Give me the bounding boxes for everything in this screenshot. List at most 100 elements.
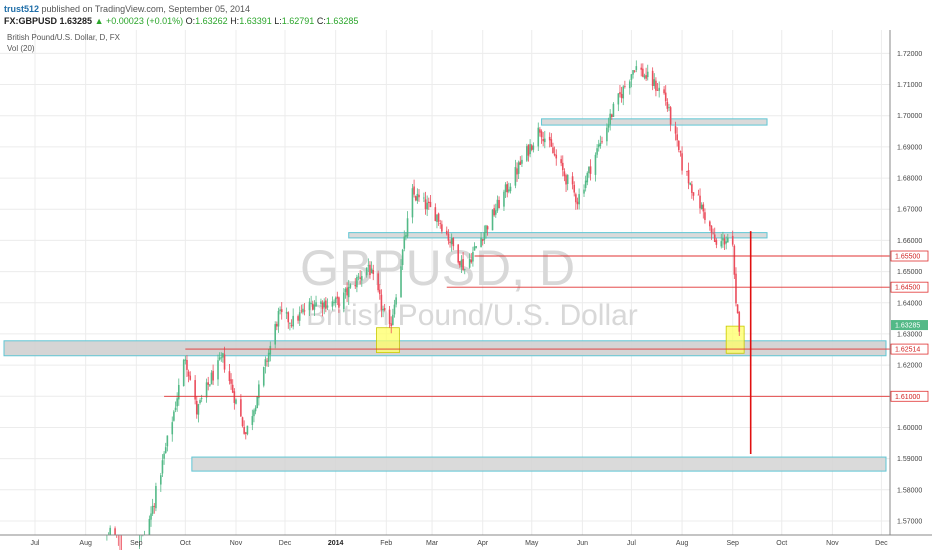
level-badge: [890, 281, 929, 293]
y-tick-label: 1.58000: [897, 487, 922, 494]
candle-body: [503, 191, 505, 207]
candle-body: [331, 301, 334, 307]
support-resistance-zone: [348, 232, 768, 239]
candle-body: [148, 518, 151, 535]
candle-body: [472, 251, 474, 262]
candle-body: [496, 199, 499, 211]
candle-body: [336, 296, 339, 299]
candle-body: [548, 136, 551, 141]
candle-body: [738, 312, 741, 332]
x-tick-label: Sep: [130, 540, 143, 547]
candle-body: [491, 209, 494, 231]
candle-body: [530, 145, 533, 150]
candle-body: [401, 249, 404, 266]
candle-body: [231, 384, 234, 393]
candle-body: [539, 129, 541, 133]
candle-body: [177, 384, 180, 400]
candle-body: [367, 265, 370, 267]
y-tick-label: 1.72000: [897, 51, 922, 58]
candle-body: [733, 245, 736, 275]
candle-body: [365, 267, 368, 276]
candle-body: [584, 180, 587, 189]
candle-body: [186, 359, 188, 370]
plot-background: [0, 30, 890, 535]
level-badge-text: 1.64500: [895, 285, 920, 292]
candle-body: [279, 309, 281, 311]
candle-body: [310, 303, 312, 304]
x-tick-label: Nov: [230, 540, 243, 547]
low-value: 1.62791: [281, 16, 315, 26]
candle-body: [269, 345, 272, 355]
level-badge: [890, 250, 929, 262]
candle-body: [356, 276, 358, 288]
candle-body: [704, 212, 706, 220]
candle-body: [174, 407, 177, 410]
candle-body: [674, 126, 677, 134]
candle-body: [390, 323, 393, 327]
y-tick-label: 1.57000: [897, 518, 922, 525]
candle-body: [423, 197, 425, 199]
candle-body: [519, 161, 522, 165]
candle-body: [346, 287, 348, 296]
candle-body: [439, 223, 442, 224]
y-tick-label: 1.62000: [897, 363, 922, 370]
candle-body: [646, 71, 649, 78]
candle-body: [679, 151, 682, 153]
candle-body: [692, 192, 695, 196]
candle-body: [302, 308, 304, 313]
y-tick-label: 1.69000: [897, 144, 922, 151]
level-badge-text: 1.62514: [895, 347, 920, 354]
candle-body: [357, 276, 360, 278]
candle-body: [200, 398, 203, 399]
candle-body: [617, 93, 620, 105]
time-axis[interactable]: Jul Aug Sep Oct Nov Dec 2014 Feb Mar Apr May Jun Jul…: [31, 540, 889, 547]
candle-body: [311, 303, 314, 310]
candle-body: [607, 124, 610, 128]
candle-body: [537, 127, 540, 147]
candle-body: [223, 354, 226, 370]
legend-instrument: British Pound/U.S. Dollar, D, FX: [7, 33, 121, 42]
candle-body: [176, 398, 178, 407]
candle-body: [436, 214, 438, 223]
candle-body: [289, 323, 291, 325]
candle-body: [575, 194, 577, 203]
candle-body: [606, 127, 608, 142]
candle-body: [508, 189, 510, 192]
candle-body: [209, 384, 211, 386]
candle-body: [588, 166, 590, 174]
candle-body: [565, 175, 567, 185]
low-label: L:: [274, 16, 282, 26]
candle-body: [163, 453, 165, 459]
quote-line: FX:GBPUSD 1.63285 ▲ +0.00023 (+0.01%) O:…: [4, 16, 358, 26]
candle-body: [736, 304, 739, 314]
candle-body: [677, 140, 680, 151]
candle-body: [715, 240, 718, 245]
candle-body: [713, 234, 716, 242]
candle-body: [457, 244, 460, 263]
candle-body: [298, 312, 301, 321]
candle-body: [246, 425, 249, 435]
candle-body: [383, 308, 386, 311]
candle-body: [392, 314, 394, 326]
candle-body: [475, 246, 477, 248]
candle-body: [161, 460, 164, 474]
candle-body: [372, 269, 375, 275]
candle-body: [560, 159, 562, 164]
y-tick-label: 1.67000: [897, 207, 922, 214]
candle-body: [578, 194, 580, 205]
candle-body: [222, 353, 224, 358]
publish-info: published on TradingView.com, September …: [39, 4, 250, 14]
candle-body: [349, 284, 352, 288]
y-tick-label: 1.59000: [897, 456, 922, 463]
candle-body: [429, 201, 432, 208]
candle-body: [681, 153, 683, 171]
candle-body: [403, 236, 406, 249]
x-tick-label: Dec: [875, 540, 888, 547]
candle-body: [344, 288, 347, 293]
candle-body: [437, 213, 440, 222]
candle-body: [642, 68, 644, 77]
candle-body: [658, 87, 660, 91]
author-link[interactable]: trust512: [4, 4, 40, 14]
levels: [164, 231, 890, 454]
